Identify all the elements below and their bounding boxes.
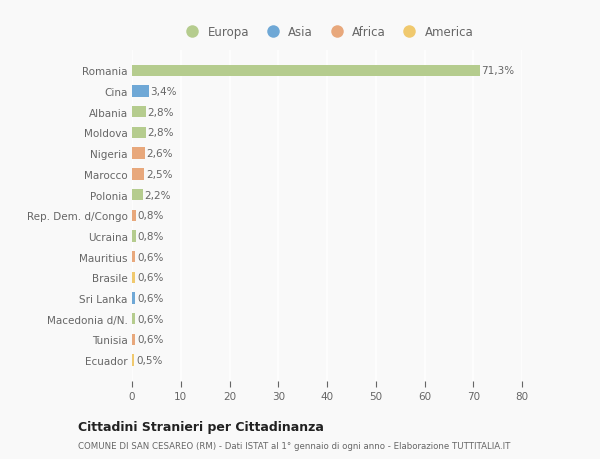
Bar bbox=[132, 355, 134, 366]
Text: 0,8%: 0,8% bbox=[138, 211, 164, 221]
Text: 0,8%: 0,8% bbox=[138, 231, 164, 241]
Text: 0,6%: 0,6% bbox=[137, 335, 163, 345]
Text: 2,8%: 2,8% bbox=[148, 107, 174, 118]
Text: 2,2%: 2,2% bbox=[145, 190, 171, 200]
Bar bbox=[132, 252, 135, 263]
Text: 2,6%: 2,6% bbox=[146, 149, 173, 159]
Bar bbox=[132, 66, 479, 77]
Bar bbox=[132, 107, 146, 118]
Text: 0,6%: 0,6% bbox=[137, 314, 163, 324]
Text: 0,6%: 0,6% bbox=[137, 293, 163, 303]
Bar bbox=[132, 86, 149, 97]
Bar bbox=[132, 272, 135, 283]
Bar bbox=[132, 334, 135, 345]
Text: 3,4%: 3,4% bbox=[151, 87, 177, 97]
Text: Cittadini Stranieri per Cittadinanza: Cittadini Stranieri per Cittadinanza bbox=[78, 420, 324, 433]
Bar bbox=[132, 293, 135, 304]
Bar bbox=[132, 210, 136, 221]
Text: 2,8%: 2,8% bbox=[148, 128, 174, 138]
Text: 0,6%: 0,6% bbox=[137, 252, 163, 262]
Bar bbox=[132, 128, 146, 139]
Text: 0,6%: 0,6% bbox=[137, 273, 163, 283]
Text: 0,5%: 0,5% bbox=[136, 355, 163, 365]
Text: 71,3%: 71,3% bbox=[482, 66, 515, 76]
Legend: Europa, Asia, Africa, America: Europa, Asia, Africa, America bbox=[178, 23, 476, 41]
Text: COMUNE DI SAN CESAREO (RM) - Dati ISTAT al 1° gennaio di ogni anno - Elaborazion: COMUNE DI SAN CESAREO (RM) - Dati ISTAT … bbox=[78, 441, 511, 450]
Bar bbox=[132, 313, 135, 325]
Text: 2,5%: 2,5% bbox=[146, 169, 173, 179]
Bar bbox=[132, 231, 136, 242]
Bar bbox=[132, 148, 145, 159]
Bar bbox=[132, 169, 144, 180]
Bar bbox=[132, 190, 143, 201]
